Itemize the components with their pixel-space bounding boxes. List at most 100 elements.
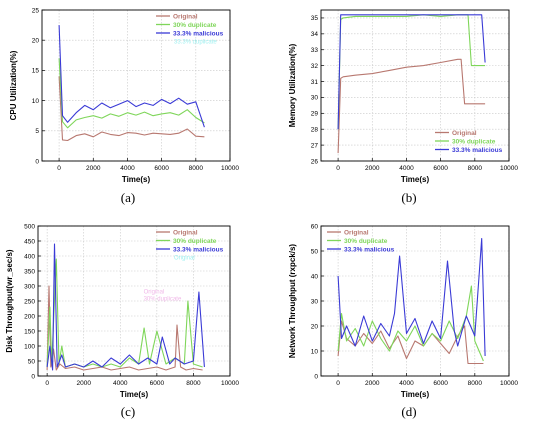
legend-label-original: Original xyxy=(452,130,477,137)
x-axis-label: Time(s) xyxy=(401,175,430,184)
panel-b: 0 2000 4000 6000 8000 10000 26 27 28 29 30 31 32 33 34… xyxy=(288,9,518,205)
x-tick-label: 10000 xyxy=(500,165,518,172)
y-tick-label: 500 xyxy=(24,223,35,230)
y-tick-label: 25 xyxy=(32,7,40,14)
y-axis-label: CPU Utilization(%) xyxy=(9,50,18,120)
series-line-original xyxy=(337,58,486,154)
legend-label-duplicate: 30% duplicate xyxy=(173,238,217,245)
x-tick-label: 8000 xyxy=(468,165,483,172)
series-line-malicious xyxy=(337,14,486,130)
panel-a: 0 2000 4000 6000 8000 10000 0 5 10 15 20 25 Time(s) C… xyxy=(9,7,239,205)
legend-label-duplicate: 30% duplicate xyxy=(452,138,496,145)
y-tick-label: 34 xyxy=(311,31,319,38)
y-tick-label: 30 xyxy=(311,298,319,305)
panel-label: (d) xyxy=(401,404,416,419)
legend-label-malicious: 33.3% malicious xyxy=(173,30,224,37)
legend-label-original: Original xyxy=(344,229,369,236)
panel-label: (c) xyxy=(121,404,135,419)
series-line-malicious xyxy=(337,237,486,357)
x-tick-label: 0 xyxy=(336,380,340,387)
x-axis-label: Time(s) xyxy=(120,390,149,399)
x-tick-label: 4000 xyxy=(120,165,135,172)
series-line-duplicate xyxy=(58,58,205,129)
y-tick-label: 300 xyxy=(24,283,35,290)
y-tick-label: 150 xyxy=(24,328,35,335)
y-tick-label: 50 xyxy=(311,248,319,255)
y-tick-label: 0 xyxy=(35,158,39,165)
x-tick-label: 2000 xyxy=(365,165,380,172)
panel-d: 0 2000 4000 6000 8000 10000 0 10 20 30 40 50 60 Time(… xyxy=(288,223,518,419)
y-tick-label: 10 xyxy=(311,348,319,355)
plot-frame xyxy=(41,9,231,162)
y-tick-label: 100 xyxy=(24,343,35,350)
y-tick-label: 250 xyxy=(24,298,35,305)
y-tick-label: 450 xyxy=(24,238,35,245)
x-tick-label: 6000 xyxy=(150,380,165,387)
y-tick-label: 15 xyxy=(32,68,40,75)
x-tick-label: 0 xyxy=(45,380,49,387)
x-tick-label: 10000 xyxy=(500,380,518,387)
legend-label-duplicate: 30% duplicate xyxy=(344,238,388,245)
x-tick-label: 4000 xyxy=(399,380,414,387)
y-tick-label: 28 xyxy=(311,127,319,134)
y-tick-label: 40 xyxy=(311,273,319,280)
x-axis-label: Time(s) xyxy=(401,390,430,399)
y-tick-label: 200 xyxy=(24,313,35,320)
series-line-malicious xyxy=(58,25,205,128)
legend-label-malicious: 33.3% malicious xyxy=(173,246,224,253)
x-tick-label: 8000 xyxy=(189,165,204,172)
y-tick-label: 60 xyxy=(311,223,319,230)
x-axis-label: Time(s) xyxy=(122,175,151,184)
legend-label-original: Original xyxy=(173,229,198,236)
legend-label-duplicate: 30% duplicate xyxy=(173,22,217,29)
y-tick-label: 29 xyxy=(311,111,319,118)
legend-label-malicious: 33.3% malicious xyxy=(452,147,503,154)
overlay-text: Original xyxy=(174,256,195,262)
x-tick-label: 6000 xyxy=(154,165,169,172)
x-tick-label: 8000 xyxy=(468,380,483,387)
y-tick-label: 400 xyxy=(24,253,35,260)
series-line-malicious xyxy=(46,243,205,371)
x-tick-label: 6000 xyxy=(433,165,448,172)
series-line-original xyxy=(58,76,205,142)
y-tick-label: 50 xyxy=(28,358,36,365)
x-tick-label: 0 xyxy=(336,165,340,172)
y-tick-label: 5 xyxy=(35,128,39,135)
y-tick-label: 33 xyxy=(311,47,319,54)
panel-label: (a) xyxy=(121,190,135,205)
y-tick-label: 30 xyxy=(311,95,319,102)
x-tick-label: 2000 xyxy=(76,380,91,387)
legend-label-malicious: 33.3% malicious xyxy=(344,246,395,253)
panel-c: 0 2000 4000 6000 8000 10000 0 50 100 150 200 250 300… xyxy=(5,223,239,419)
y-tick-label: 26 xyxy=(311,158,319,165)
overlay-text-2: 30% duplicate xyxy=(144,297,182,303)
series-line-duplicate xyxy=(337,14,486,130)
y-tick-label: 35 xyxy=(311,15,319,22)
y-axis-label: Disk Throughput(wr_sec/s) xyxy=(5,249,14,352)
series-line-original xyxy=(46,285,203,371)
y-axis-label: Memory Utilization(%) xyxy=(288,43,297,127)
x-tick-label: 6000 xyxy=(433,380,448,387)
x-tick-label: 10000 xyxy=(221,380,239,387)
y-tick-label: 0 xyxy=(314,373,318,380)
y-tick-label: 32 xyxy=(311,63,319,70)
y-axis-label: Network Throughput (rxpck/s) xyxy=(288,244,297,359)
y-tick-label: 31 xyxy=(311,79,319,86)
plot-frame xyxy=(320,9,510,162)
panel-label: (b) xyxy=(401,190,416,205)
x-tick-label: 2000 xyxy=(365,380,380,387)
y-tick-label: 20 xyxy=(32,38,40,45)
x-tick-label: 4000 xyxy=(113,380,128,387)
legend-label-original: Original xyxy=(173,13,198,20)
x-tick-label: 0 xyxy=(57,165,61,172)
y-tick-label: 10 xyxy=(32,98,40,105)
y-tick-label: 0 xyxy=(31,373,35,380)
overlay-text: 33.3% duplicate xyxy=(174,40,217,46)
overlay-text: Original xyxy=(144,290,165,296)
y-tick-label: 350 xyxy=(24,268,35,275)
x-tick-label: 4000 xyxy=(399,165,414,172)
x-tick-label: 2000 xyxy=(86,165,101,172)
y-tick-label: 27 xyxy=(311,142,319,149)
x-tick-label: 10000 xyxy=(221,165,239,172)
